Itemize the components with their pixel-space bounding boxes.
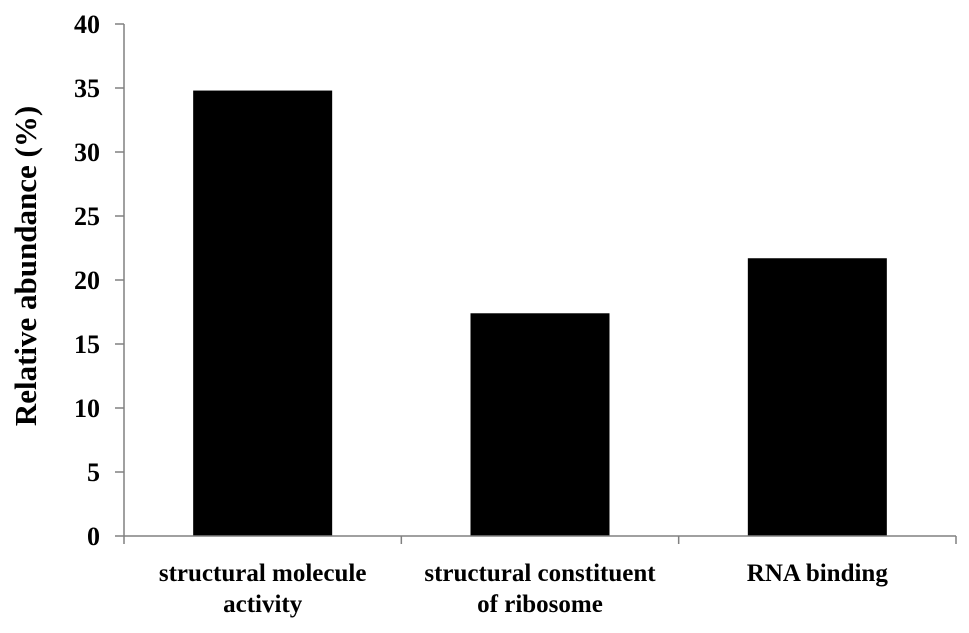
y-tick-label-1: 5 xyxy=(87,458,100,487)
x-category-label-2: RNA binding xyxy=(747,560,889,587)
y-tick-label-7: 35 xyxy=(74,74,100,103)
x-category-label-0: structural molecule activity xyxy=(159,560,367,618)
y-tick-label-5: 25 xyxy=(74,202,100,231)
y-tick-label-4: 20 xyxy=(74,266,100,295)
y-tick-label-2: 10 xyxy=(74,394,100,423)
bar-2 xyxy=(747,258,887,536)
y-tick-label-3: 15 xyxy=(74,330,100,359)
y-tick-label-8: 40 xyxy=(74,10,100,39)
bar-0 xyxy=(193,90,333,536)
bar-1 xyxy=(470,313,610,536)
x-category-label-1: structural constituent of ribosome xyxy=(424,560,656,618)
y-tick-label-6: 30 xyxy=(74,138,100,167)
x-labels-group: structural molecule activity structural co… xyxy=(159,560,888,618)
bars-group xyxy=(193,90,887,536)
y-axis-title: Relative abundance (%) xyxy=(8,106,43,426)
y-ticks-group: 0 5 10 15 20 25 30 35 40 xyxy=(74,10,124,551)
y-tick-label-0: 0 xyxy=(87,522,100,551)
